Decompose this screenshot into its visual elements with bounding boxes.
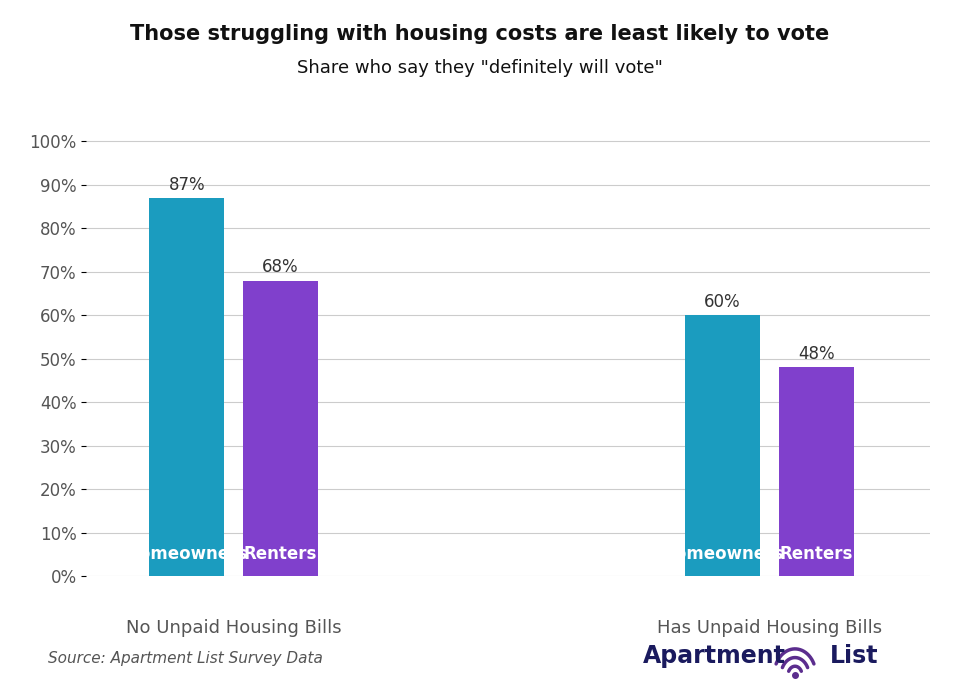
Text: Those struggling with housing costs are least likely to vote: Those struggling with housing costs are … bbox=[129, 24, 830, 44]
Text: 60%: 60% bbox=[704, 293, 741, 311]
Text: Homeowners: Homeowners bbox=[126, 545, 248, 563]
Text: Renters: Renters bbox=[780, 545, 854, 563]
Text: Source: Apartment List Survey Data: Source: Apartment List Survey Data bbox=[48, 651, 323, 666]
Text: 48%: 48% bbox=[798, 345, 834, 363]
Bar bbox=[779, 367, 854, 576]
Text: 68%: 68% bbox=[262, 258, 299, 276]
Text: Share who say they "definitely will vote": Share who say they "definitely will vote… bbox=[296, 59, 663, 77]
Text: Has Unpaid Housing Bills: Has Unpaid Housing Bills bbox=[657, 620, 882, 638]
Text: Renters: Renters bbox=[244, 545, 317, 563]
Text: List: List bbox=[830, 644, 878, 668]
Text: Homeowners: Homeowners bbox=[662, 545, 784, 563]
Bar bbox=[685, 315, 760, 576]
Text: 87%: 87% bbox=[169, 176, 205, 194]
Text: No Unpaid Housing Bills: No Unpaid Housing Bills bbox=[126, 620, 341, 638]
Bar bbox=[150, 198, 224, 576]
Bar bbox=[243, 280, 318, 576]
Text: Apartment: Apartment bbox=[643, 644, 785, 668]
